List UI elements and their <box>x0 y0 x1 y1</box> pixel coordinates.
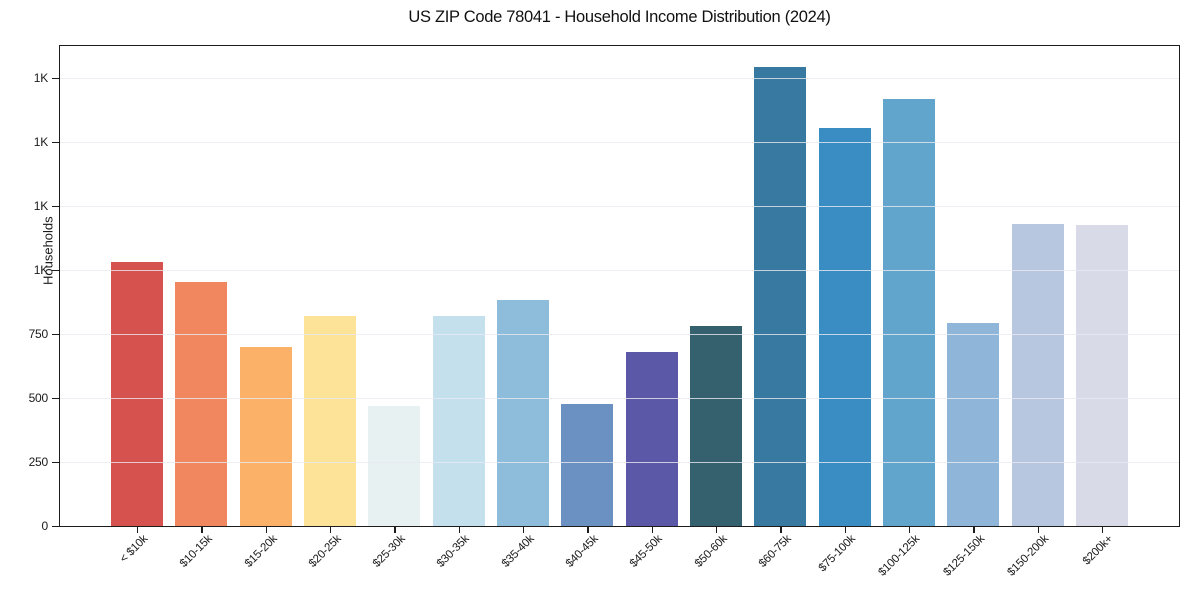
gridline <box>60 206 1179 208</box>
x-tick-label: $45-50k <box>628 533 666 570</box>
y-tick-label: 1K <box>33 71 48 86</box>
x-tick-label: $10-15k <box>177 533 215 570</box>
x-tick-mark <box>587 527 589 533</box>
bar <box>882 98 935 526</box>
bar <box>432 316 485 526</box>
bar <box>1011 224 1064 526</box>
x-tick-label: $75-100k <box>816 533 859 575</box>
bar <box>303 316 356 526</box>
x-tick-mark <box>329 527 332 533</box>
x-tick-mark <box>265 527 267 533</box>
bar <box>1075 225 1128 526</box>
y-tick-label: 500 <box>28 391 49 406</box>
x-tick-label: < $10k <box>118 533 151 566</box>
x-tick-label: $200k+ <box>1080 533 1116 568</box>
y-tick-label: 1K <box>33 199 48 214</box>
y-tick-label: 750 <box>28 327 49 342</box>
bar <box>111 262 163 526</box>
x-tick-label: $60-75k <box>756 533 794 570</box>
x-tick-mark <box>137 527 139 533</box>
x-tick-label: $30-35k <box>435 533 473 570</box>
x-tick-mark <box>780 527 782 533</box>
y-tick-label: 250 <box>28 455 49 470</box>
x-tick-label: $40-45k <box>563 533 601 570</box>
x-tick-label: $25-30k <box>370 533 408 570</box>
bar <box>496 299 549 526</box>
y-tick-mark <box>52 525 59 527</box>
chart-title: US ZIP Code 78041 - Household Income Dis… <box>408 8 831 26</box>
y-tick-label: 0 <box>41 519 49 533</box>
gridline <box>60 334 1179 336</box>
gridline <box>60 462 1179 464</box>
x-tick-mark <box>201 527 203 533</box>
y-tick-mark <box>52 77 59 80</box>
y-tick-mark <box>52 333 59 335</box>
bar <box>239 346 292 526</box>
x-tick-mark <box>973 527 975 533</box>
x-tick-label: $100-125k <box>876 533 923 579</box>
x-tick-mark <box>1101 527 1104 533</box>
gridline <box>60 270 1179 272</box>
y-tick-mark <box>52 141 59 144</box>
gridline <box>60 78 1179 80</box>
gridline <box>60 142 1179 144</box>
bar <box>689 326 742 526</box>
x-tick-label: $15-20k <box>242 533 280 570</box>
bar <box>818 128 871 526</box>
bar <box>368 405 421 526</box>
x-tick-label: $125-150k <box>941 533 987 579</box>
x-tick-mark <box>844 527 846 533</box>
bar <box>175 281 228 526</box>
bar <box>625 352 678 526</box>
y-tick-mark <box>52 269 59 271</box>
x-tick-mark <box>522 527 525 533</box>
x-tick-label: $20-25k <box>306 533 344 570</box>
x-tick-label: $150-200k <box>1005 533 1052 579</box>
x-tick-mark <box>908 527 911 533</box>
gridline <box>60 398 1179 400</box>
bar <box>947 322 1000 526</box>
bar <box>754 66 807 526</box>
y-tick-mark <box>52 205 59 207</box>
bar <box>561 404 614 526</box>
y-tick-label: 1K <box>33 263 48 278</box>
y-tick-mark <box>52 397 59 399</box>
x-tick-mark <box>394 527 396 533</box>
y-tick-mark <box>52 461 59 463</box>
x-tick-mark <box>1037 527 1039 533</box>
x-tick-label: $50-60k <box>692 533 730 570</box>
x-tick-mark <box>458 527 460 533</box>
x-tick-mark <box>715 527 718 533</box>
y-tick-label: 1K <box>33 135 48 150</box>
x-tick-mark <box>651 527 653 533</box>
x-tick-label: $35-40k <box>499 533 537 570</box>
